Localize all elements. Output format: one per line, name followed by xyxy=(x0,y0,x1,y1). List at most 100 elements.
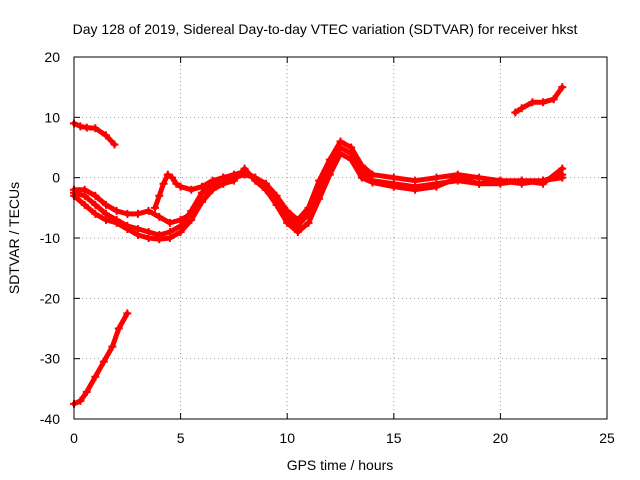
data-point-marker xyxy=(304,218,313,227)
y-tick-label: 0 xyxy=(52,170,60,186)
data-point-marker xyxy=(558,170,567,179)
data-point-marker xyxy=(496,179,505,188)
data-point-marker xyxy=(336,137,345,146)
data-point-marker xyxy=(82,387,91,396)
x-tick-label: 5 xyxy=(177,430,185,446)
data-point-marker xyxy=(517,176,526,185)
data-point-marker xyxy=(389,173,398,182)
data-point-marker xyxy=(114,324,123,333)
data-point-marker xyxy=(475,179,484,188)
data-point-marker xyxy=(411,185,420,194)
data-point-marker xyxy=(91,209,100,218)
data-point-marker xyxy=(325,155,334,164)
data-point-marker xyxy=(517,104,526,113)
data-point-marker xyxy=(133,224,142,233)
data-point-marker xyxy=(511,108,520,117)
data-point-marker xyxy=(91,200,100,209)
x-tick-label: 20 xyxy=(493,430,509,446)
data-point-marker xyxy=(293,215,302,224)
y-axis-label: SDTVAR / TECUs xyxy=(6,182,22,294)
y-tick-label: -30 xyxy=(40,351,60,367)
data-point-marker xyxy=(172,179,181,188)
data-point-marker xyxy=(101,131,110,140)
data-point-marker xyxy=(155,212,164,221)
data-point-marker xyxy=(82,123,91,132)
data-point-marker xyxy=(91,124,100,133)
data-point-marker xyxy=(187,185,196,194)
data-point-marker xyxy=(99,357,108,366)
x-tick-label: 15 xyxy=(386,430,402,446)
data-point-marker xyxy=(261,185,270,194)
data-point-marker xyxy=(112,206,121,215)
data-point-marker xyxy=(325,170,334,179)
series-track-d xyxy=(151,170,228,212)
data-point-marker xyxy=(528,98,537,107)
axis-layer: 0 5 10 15 20 25 -40 -30 -20 -10 0 10 20 xyxy=(40,49,615,446)
series-line xyxy=(71,139,565,238)
data-point-marker xyxy=(272,191,281,200)
data-point-marker xyxy=(108,342,117,351)
data-point-marker xyxy=(101,200,110,209)
y-tick-label: -10 xyxy=(40,230,60,246)
data-point-marker xyxy=(155,191,164,200)
data-point-marker xyxy=(176,215,185,224)
data-point-marker xyxy=(389,182,398,191)
data-point-marker xyxy=(151,203,160,212)
data-point-marker xyxy=(123,221,132,230)
y-tick-label: -40 xyxy=(40,411,60,427)
data-point-marker xyxy=(240,164,249,173)
chart-title: Day 128 of 2019, Sidereal Day-to-day VTE… xyxy=(73,21,578,37)
data-point-marker xyxy=(123,209,132,218)
data-point-marker xyxy=(187,209,196,218)
data-point-marker xyxy=(144,206,153,215)
series-line xyxy=(71,310,130,407)
data-point-marker xyxy=(272,200,281,209)
data-point-marker xyxy=(91,372,100,381)
data-point-marker xyxy=(283,218,292,227)
data-point-marker xyxy=(357,173,366,182)
data-point-marker xyxy=(123,309,132,318)
data-point-marker xyxy=(159,179,168,188)
data-point-marker xyxy=(112,215,121,224)
series-track-g xyxy=(511,83,567,117)
data-point-marker xyxy=(110,140,119,149)
data-point-marker xyxy=(539,176,548,185)
data-point-marker xyxy=(368,178,377,187)
data-point-marker xyxy=(197,182,206,191)
series-layer xyxy=(70,83,567,408)
data-point-marker xyxy=(91,191,100,200)
data-point-marker xyxy=(549,95,558,104)
data-point-marker xyxy=(76,122,85,131)
data-point-marker xyxy=(558,83,567,92)
y-tick-label: 20 xyxy=(44,49,60,65)
x-axis-label: GPS time / hours xyxy=(287,457,394,473)
data-point-marker xyxy=(336,149,345,158)
data-point-marker xyxy=(432,173,441,182)
data-point-marker xyxy=(133,209,142,218)
data-point-marker xyxy=(315,194,324,203)
series-track-e xyxy=(70,119,119,149)
data-point-marker xyxy=(304,203,313,212)
data-point-marker xyxy=(197,197,206,206)
data-point-marker xyxy=(347,143,356,152)
data-point-marker xyxy=(357,161,366,170)
data-point-marker xyxy=(155,230,164,239)
data-point-marker xyxy=(176,182,185,191)
data-point-marker xyxy=(208,176,217,185)
data-point-marker xyxy=(368,170,377,179)
data-point-marker xyxy=(101,209,110,218)
data-point-marker xyxy=(168,173,177,182)
data-point-marker xyxy=(453,173,462,182)
data-point-marker xyxy=(315,176,324,185)
data-point-marker xyxy=(219,173,228,182)
data-point-marker xyxy=(432,182,441,191)
data-point-marker xyxy=(251,176,260,185)
data-point-marker xyxy=(76,396,85,405)
series-track-c xyxy=(70,149,567,236)
data-point-marker xyxy=(411,176,420,185)
data-point-marker xyxy=(144,227,153,236)
data-point-marker xyxy=(229,176,238,185)
x-tick-label: 25 xyxy=(599,430,615,446)
data-point-marker xyxy=(539,98,548,107)
